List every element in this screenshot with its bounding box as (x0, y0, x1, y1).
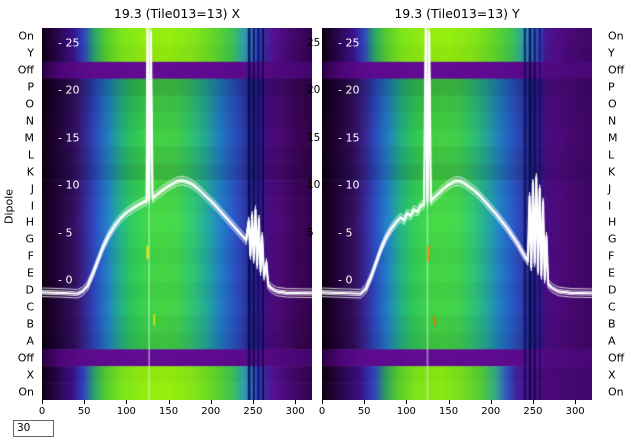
x-tick-label: 100 (116, 406, 136, 417)
dipole-row-label: H (608, 215, 617, 229)
corner-value-box: 30 (13, 420, 54, 437)
dipole-row-label: On (608, 385, 624, 399)
value-scale-label-gap: 20 (307, 84, 321, 97)
dipole-row-label: C (608, 300, 616, 314)
dipole-row-label: F (27, 249, 34, 263)
x-tick-mark (406, 400, 408, 404)
x-tick-mark (532, 400, 534, 404)
x-tick-mark (84, 400, 86, 404)
dipole-row-label: Off (17, 351, 34, 365)
dipole-row-label: X (26, 368, 34, 382)
x-axis-ticks-x: 0 50 100 150 200 250 300 (39, 400, 322, 422)
dipole-row-label: X (608, 368, 616, 382)
x-tick-mark (168, 400, 170, 404)
dipole-row-label: Off (608, 63, 625, 77)
x-tick-mark (490, 400, 492, 404)
x-tick-mark (126, 400, 128, 404)
dipole-row-label: B (608, 317, 616, 331)
dipole-row-label: On (18, 29, 34, 43)
panel-title-y: 19.3 (Tile013=13) Y (394, 6, 520, 21)
x-tick-label: 0 (38, 406, 46, 417)
x-tick-label: 250 (523, 406, 543, 417)
x-tick-label: 100 (396, 406, 416, 417)
x-tick-mark (42, 400, 43, 404)
dipole-row-label: B (26, 317, 34, 331)
dipole-row-label: O (25, 97, 34, 111)
dipole-row-labels-left: On Y Off P O N M L K J I H G F E D C B A Off X On (0, 28, 38, 400)
heatmap-panel-x (42, 28, 312, 400)
x-tick-label: 150 (439, 406, 459, 417)
x-tick-mark (575, 400, 577, 404)
dipole-row-label: I (30, 199, 34, 213)
dipole-row-label: M (608, 131, 618, 145)
x-axis-ticks-y: 0 50 100 150 200 250 300 (319, 400, 602, 422)
x-tick-label: 200 (481, 406, 501, 417)
x-tick-label: 250 (243, 406, 263, 417)
dipole-row-label: On (18, 385, 34, 399)
dipole-row-label: F (608, 249, 615, 263)
panel-title-x: 19.3 (Tile013=13) X (113, 6, 241, 21)
dipole-row-label: N (25, 114, 34, 128)
dipole-row-label: E (27, 266, 34, 280)
dipole-row-label: O (608, 97, 617, 111)
dipole-row-label: M (24, 131, 35, 145)
dipole-row-label: E (608, 266, 615, 280)
x-tick-mark (295, 400, 297, 404)
dipole-row-label: C (26, 300, 34, 314)
value-scale-label-gap: 5 (307, 226, 314, 239)
x-tick-mark (322, 400, 323, 404)
dipole-row-label: H (25, 215, 34, 229)
dipole-row-label: G (608, 232, 617, 246)
dipole-row-label: J (608, 182, 612, 196)
x-tick-label: 50 (357, 406, 371, 417)
value-scale-label-gap: 10 (307, 179, 321, 192)
dipole-row-labels-right: On Y Off P O N M L K J I H G F E D C B A Off X On (608, 28, 640, 400)
dipole-row-label: P (27, 80, 34, 94)
dipole-row-label: Y (27, 46, 34, 60)
value-scale-label-gap: 25 (307, 37, 321, 49)
dipole-row-label: I (608, 199, 612, 213)
dipole-row-label: Y (608, 46, 615, 60)
value-scale-labels-gap: 25 20 15 10 5 (307, 28, 337, 400)
dipole-row-label: J (30, 182, 34, 196)
dipole-row-label: L (27, 148, 34, 162)
x-tick-mark (364, 400, 366, 404)
x-tick-mark (252, 400, 254, 404)
dipole-row-label: K (26, 165, 34, 179)
x-tick-label: 300 (565, 406, 585, 417)
x-tick-mark (210, 400, 212, 404)
dipole-row-label: On (608, 29, 624, 43)
dipole-row-label: G (25, 232, 34, 246)
x-tick-label: 50 (77, 406, 91, 417)
dipole-row-label: P (608, 80, 615, 94)
dipole-row-label: D (608, 283, 617, 297)
corner-value: 30 (17, 422, 31, 434)
dipole-row-label: A (26, 334, 34, 348)
heatmap-panel-y (322, 28, 592, 400)
x-tick-label: 200 (201, 406, 221, 417)
dipole-row-label: D (25, 283, 34, 297)
dipole-row-label: K (608, 165, 616, 179)
dipole-row-label: L (608, 148, 615, 162)
value-scale-label-gap: 15 (307, 131, 321, 144)
dipole-row-label: A (608, 334, 616, 348)
x-tick-mark (448, 400, 450, 404)
x-tick-label: 0 (318, 406, 326, 417)
dipole-row-label: Off (608, 351, 625, 365)
x-tick-label: 300 (285, 406, 305, 417)
dipole-row-label: Off (17, 63, 34, 77)
dipole-row-label: N (608, 114, 617, 128)
x-tick-label: 150 (159, 406, 179, 417)
